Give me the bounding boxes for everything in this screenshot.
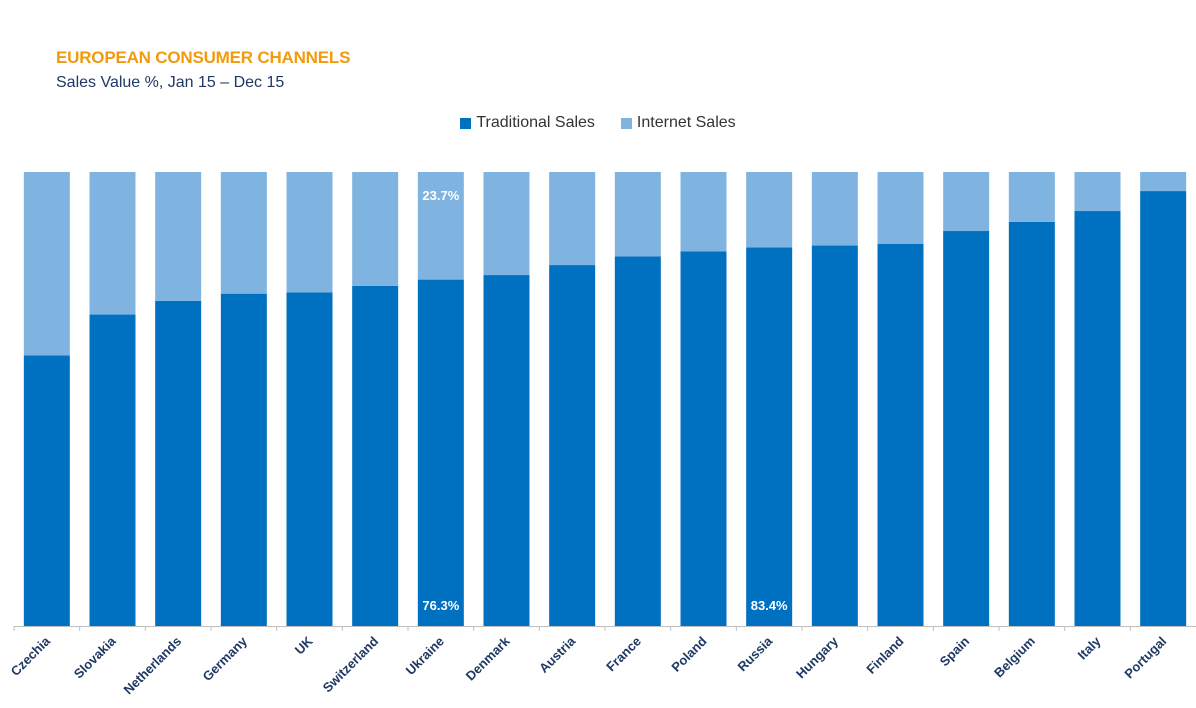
bar-traditional-denmark [483, 275, 530, 626]
x-tick-label: Czechia [8, 633, 54, 679]
legend: Traditional Sales Internet Sales [0, 114, 1196, 132]
bar-traditional-slovakia [89, 314, 136, 626]
x-tick-label: Hungary [793, 633, 841, 681]
x-tick-label: Italy [1075, 633, 1105, 663]
bar-traditional-belgium [1008, 221, 1055, 626]
bar-traditional-russia [746, 247, 793, 627]
bar-internet-hungary [811, 172, 858, 246]
bar-traditional-czechia [23, 355, 70, 626]
bar-internet-spain [943, 172, 990, 232]
bar-internet-russia [746, 172, 793, 248]
x-tick-label: Ukraine [403, 634, 447, 678]
bar-traditional-poland [680, 251, 727, 626]
x-tick-label: Denmark [463, 633, 513, 683]
bar-internet-ukraine [417, 172, 464, 280]
data-label: 23.7% [422, 188, 459, 203]
bar-internet-czechia [23, 172, 70, 356]
bar-traditional-spain [943, 231, 990, 626]
bar-traditional-hungary [811, 245, 858, 627]
bar-traditional-france [614, 256, 661, 626]
data-label: 76.3% [422, 598, 459, 613]
bar-internet-switzerland [352, 172, 399, 286]
bar-internet-uk [286, 172, 333, 293]
bar-traditional-italy [1074, 211, 1121, 627]
bar-internet-austria [549, 172, 596, 266]
bar-internet-netherlands [155, 172, 202, 301]
x-tick-label: Switzerland [320, 633, 382, 695]
legend-item-traditional: Traditional Sales [460, 114, 595, 132]
bar-traditional-portugal [1140, 191, 1187, 626]
bar-traditional-switzerland [352, 285, 399, 626]
bar-internet-poland [680, 172, 727, 252]
legend-swatch-traditional [460, 117, 472, 129]
x-tick-label: Russia [735, 633, 776, 674]
bar-traditional-uk [286, 292, 333, 626]
bar-internet-portugal [1140, 172, 1187, 192]
bar-traditional-austria [549, 265, 596, 626]
bar-traditional-netherlands [155, 300, 202, 626]
legend-swatch-internet [620, 117, 632, 129]
bar-internet-italy [1074, 172, 1121, 212]
bar-internet-finland [877, 172, 924, 244]
x-tick-label: Spain [937, 633, 973, 669]
x-tick-label: Belgium [991, 634, 1038, 681]
bar-internet-slovakia [89, 172, 136, 315]
legend-label-internet: Internet Sales [636, 114, 736, 131]
bar-traditional-germany [220, 293, 267, 626]
x-tick-label: Finland [863, 633, 906, 676]
legend-item-internet: Internet Sales [620, 114, 736, 132]
x-tick-label: Slovakia [71, 633, 119, 681]
x-tick-label: Germany [199, 633, 250, 684]
chart-subtitle: Sales Value %, Jan 15 – Dec 15 [56, 74, 285, 91]
bar-internet-belgium [1008, 172, 1055, 222]
bar-traditional-finland [877, 243, 924, 627]
bar-internet-denmark [483, 172, 530, 276]
x-tick-label: Netherlands [121, 634, 185, 698]
x-tick-label: France [603, 634, 644, 675]
bar-internet-france [614, 172, 661, 257]
bar-internet-germany [220, 172, 267, 294]
x-tick-label: UK [292, 633, 316, 657]
chart-title: EUROPEAN CONSUMER CHANNELS [56, 48, 351, 67]
data-label: 83.4% [751, 598, 788, 613]
x-tick-label: Portugal [1121, 634, 1169, 682]
x-tick-label: Austria [536, 633, 579, 676]
legend-label-traditional: Traditional Sales [476, 114, 595, 131]
bar-traditional-ukraine [417, 279, 464, 626]
x-tick-label: Poland [668, 633, 709, 674]
